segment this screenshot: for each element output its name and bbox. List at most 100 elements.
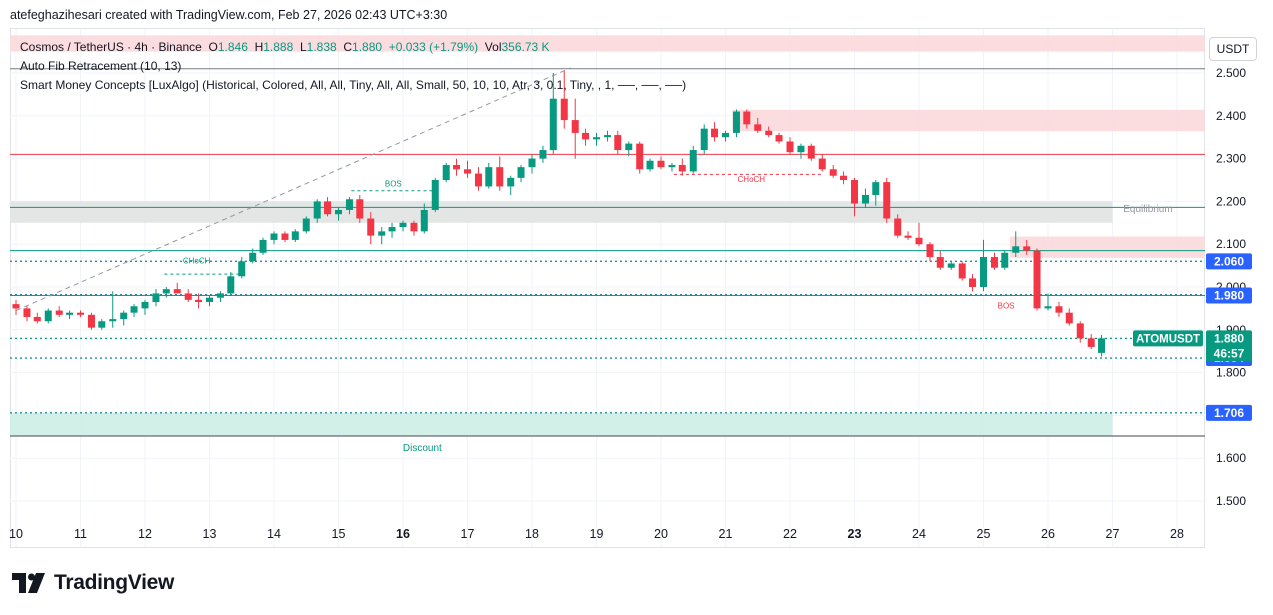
- x-tick-label: 22: [783, 527, 797, 541]
- candle-body: [291, 231, 299, 240]
- legend-low-label: L: [299, 40, 307, 54]
- symbol-tag-bg: [1133, 330, 1203, 347]
- candle-body: [1012, 246, 1020, 253]
- candle-body: [861, 194, 869, 204]
- candle-body: [431, 180, 439, 210]
- legend-indicator-fib[interactable]: Auto Fib Retracement (10, 13): [20, 59, 182, 73]
- chart-frame: [10, 28, 1205, 548]
- x-tick-label: 16: [396, 527, 410, 541]
- candle-body: [195, 299, 203, 302]
- candle-body: [990, 257, 998, 268]
- price-label-1706-bg: [1206, 404, 1252, 421]
- candle-body: [657, 160, 665, 168]
- candle-body: [1055, 306, 1063, 313]
- x-tick-label: 18: [525, 527, 539, 541]
- candle-body: [453, 165, 461, 170]
- candle-body: [367, 218, 375, 236]
- candle-body: [571, 120, 579, 133]
- candle-body: [12, 304, 20, 309]
- price-label-1706: 1.706: [1214, 406, 1244, 420]
- legend-open-label: O: [208, 40, 218, 54]
- candle-body: [249, 252, 257, 262]
- candle-body: [152, 293, 160, 302]
- candle-body: [614, 135, 622, 151]
- candle-body: [625, 143, 633, 151]
- y-tick-label: 1.800: [1216, 366, 1246, 380]
- candle-body: [141, 301, 149, 309]
- candle-body: [1033, 250, 1041, 309]
- x-tick-label: 24: [912, 527, 926, 541]
- candle-body: [840, 175, 848, 180]
- candle-body: [603, 135, 611, 138]
- tradingview-logo-icon: [12, 573, 45, 593]
- candle-body: [678, 165, 686, 172]
- tradingview-wordmark: TradingView: [54, 571, 175, 594]
- candle-body: [539, 150, 547, 159]
- x-tick-label: 17: [461, 527, 475, 541]
- equilibrium-label: Equilibrium: [1123, 204, 1172, 215]
- legend-symbol-line: Cosmos / TetherUS · 4h · Binance O1.846 …: [20, 38, 686, 57]
- tradingview-brand: TradingView: [12, 570, 174, 596]
- legend-indicator-smc[interactable]: Smart Money Concepts [LuxAlgo] (Historic…: [20, 78, 687, 92]
- y-tick-label: 1.600: [1216, 451, 1246, 465]
- candle-body: [980, 257, 987, 287]
- candle-body: [324, 201, 332, 215]
- candle-body: [1087, 338, 1095, 347]
- candle-body: [958, 263, 966, 279]
- candle-body: [1044, 306, 1052, 309]
- candle-body: [270, 233, 278, 240]
- candle-body: [302, 218, 310, 232]
- x-tick-label: 27: [1106, 527, 1120, 541]
- candle-body: [98, 321, 106, 328]
- last-price-label: 1.880: [1214, 331, 1244, 345]
- candle-body: [711, 128, 719, 138]
- candle-body: [162, 289, 170, 294]
- x-tick-label: 13: [203, 527, 217, 541]
- x-tick-label: 23: [848, 527, 862, 541]
- candle-body: [636, 143, 644, 170]
- x-tick-label: 14: [267, 527, 281, 541]
- candle-body: [528, 158, 536, 168]
- candle-body: [593, 137, 600, 140]
- candle-body: [646, 160, 654, 170]
- last-price-bg: [1206, 330, 1252, 362]
- price-label-1980-bg: [1206, 287, 1252, 304]
- candle-body: [410, 222, 418, 232]
- candle-body: [399, 222, 407, 228]
- candle-body: [120, 312, 128, 320]
- candle-body: [507, 177, 515, 187]
- candle-body: [420, 209, 428, 232]
- x-tick-label: 28: [1170, 527, 1184, 541]
- candle-body: [560, 98, 568, 121]
- choch-label-1: CHoCH: [183, 256, 211, 265]
- candle-body: [722, 132, 729, 138]
- currency-button[interactable]: USDT: [1209, 37, 1257, 61]
- x-tick-label: 10: [9, 527, 23, 541]
- candle-body: [55, 310, 63, 315]
- price-label-1980: 1.980: [1214, 289, 1244, 303]
- candle-body: [238, 261, 246, 277]
- supply-zone-lower: [1009, 236, 1205, 258]
- y-tick-label: 2.100: [1216, 237, 1246, 251]
- bos-label-2: BOS: [998, 301, 1015, 310]
- candle-body: [947, 263, 955, 268]
- candle-body: [765, 130, 773, 136]
- symbol-tag: ATOMUSDT: [1136, 333, 1200, 345]
- x-tick-label: 21: [719, 527, 733, 541]
- candle-body: [442, 165, 450, 180]
- candle-body: [743, 111, 751, 125]
- legend-close-value: 1.880: [352, 40, 383, 54]
- candle-body: [732, 111, 740, 133]
- candle-body: [206, 297, 213, 302]
- candle-body: [851, 180, 858, 204]
- candle-body: [894, 218, 902, 236]
- price-label-2060-bg: [1206, 253, 1252, 270]
- legend-symbol[interactable]: Cosmos / TetherUS · 4h · Binance: [20, 40, 202, 54]
- candle-body: [969, 278, 977, 287]
- candle-body: [33, 316, 41, 322]
- candle-body: [87, 314, 95, 328]
- candle-body: [335, 209, 342, 215]
- candle-body: [77, 312, 84, 315]
- supply-zone-upper: [732, 109, 1205, 132]
